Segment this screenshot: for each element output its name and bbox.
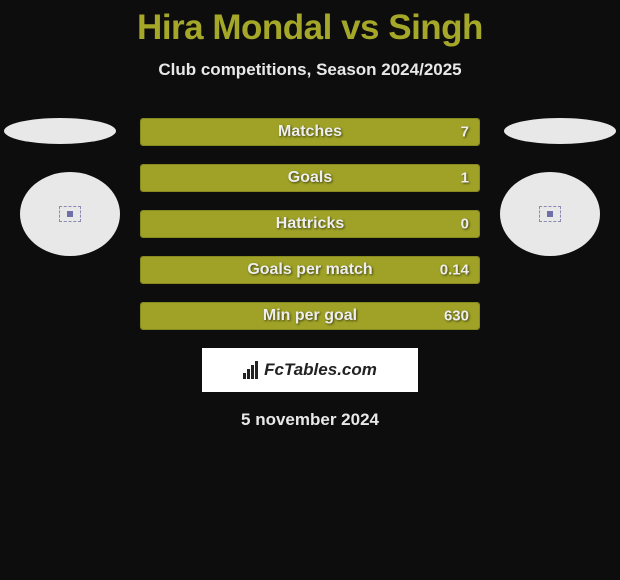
logo-bar-mark [251, 365, 254, 379]
stat-bar-label: Min per goal [263, 307, 357, 325]
main-area: Matches 7 Goals 1 Hattricks 0 Goals per … [0, 118, 620, 430]
stat-bar: Goals 1 [140, 164, 480, 192]
stat-bar-label: Hattricks [276, 215, 344, 233]
brand-logo-inner: FcTables.com [243, 360, 377, 380]
stat-bar: Min per goal 630 [140, 302, 480, 330]
brand-logo-text: FcTables.com [264, 360, 377, 380]
stat-bar: Hattricks 0 [140, 210, 480, 238]
player-avatar-right [500, 172, 600, 256]
flag-dot-icon [67, 211, 73, 217]
stat-bar-value: 630 [444, 308, 469, 325]
stat-bar-value: 7 [461, 124, 469, 141]
stat-bar: Goals per match 0.14 [140, 256, 480, 284]
stat-bar: Matches 7 [140, 118, 480, 146]
stat-bar-label: Goals per match [247, 261, 372, 279]
flag-placeholder-right [539, 206, 561, 222]
player-disc-left [4, 118, 116, 144]
stat-bar-value: 0 [461, 216, 469, 233]
infographic-container: Hira Mondal vs Singh Club competitions, … [0, 0, 620, 580]
flag-placeholder-left [59, 206, 81, 222]
player-disc-right [504, 118, 616, 144]
footer-date: 5 november 2024 [0, 410, 620, 430]
stat-bar-label: Goals [288, 169, 332, 187]
logo-bar-mark [255, 361, 258, 379]
page-title: Hira Mondal vs Singh [0, 0, 620, 48]
logo-bars-icon [243, 361, 258, 379]
logo-bar-mark [247, 369, 250, 379]
stat-bar-label: Matches [278, 123, 342, 141]
player-avatar-left [20, 172, 120, 256]
logo-bar-mark [243, 373, 246, 379]
brand-logo: FcTables.com [202, 348, 418, 392]
stat-bar-value: 1 [461, 170, 469, 187]
stat-bars: Matches 7 Goals 1 Hattricks 0 Goals per … [140, 118, 480, 330]
subtitle: Club competitions, Season 2024/2025 [0, 60, 620, 80]
stat-bar-value: 0.14 [440, 262, 469, 279]
flag-dot-icon [547, 211, 553, 217]
